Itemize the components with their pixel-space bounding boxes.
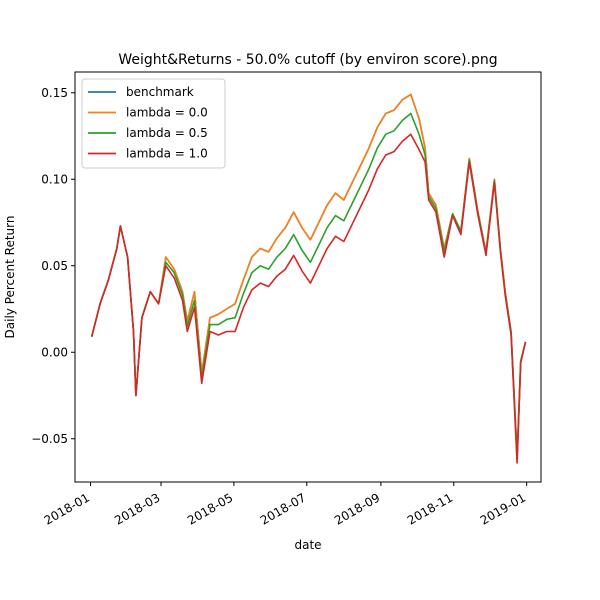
y-axis-ticks: −0.05 0.00 0.05 0.10 0.15 — [31, 86, 75, 446]
plot-lines — [90, 93, 527, 464]
legend-box — [81, 78, 226, 169]
plot-frame — [74, 71, 542, 483]
chart-title: Weight&Returns - 50.0% cutoff (by enviro… — [118, 52, 497, 68]
y-tick-label: 0.00 — [41, 345, 68, 359]
legend-label-0: benchmark — [126, 85, 194, 99]
y-tick-label: 0.15 — [41, 86, 68, 100]
y-tick-label: −0.05 — [31, 432, 68, 446]
y-axis-label: Daily Percent Return — [3, 216, 17, 339]
legend: benchmark lambda = 0.0 lambda = 0.5 lambda … — [81, 78, 226, 169]
legend-label-2: lambda = 0.5 — [126, 126, 208, 140]
y-tick-label: 0.05 — [41, 259, 68, 273]
legend-label-3: lambda = 1.0 — [126, 147, 208, 161]
x-axis-label: date — [294, 538, 321, 552]
y-tick-label: 0.10 — [41, 172, 68, 186]
legend-label-1: lambda = 0.0 — [126, 106, 208, 120]
series-line-3 — [90, 133, 527, 464]
